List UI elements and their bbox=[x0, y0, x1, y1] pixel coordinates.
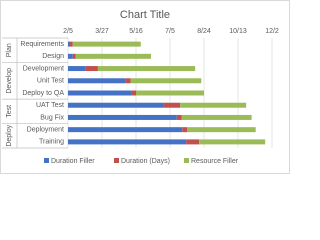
bar-segment bbox=[70, 41, 73, 47]
legend-swatch bbox=[44, 158, 49, 163]
bar-segment bbox=[68, 41, 71, 47]
x-tick-label: 3/27 bbox=[95, 28, 109, 35]
legend-label: Resource Filler bbox=[191, 158, 239, 165]
chart-title: Chart Title bbox=[120, 9, 170, 21]
bar-segment bbox=[187, 127, 256, 133]
bar-segment bbox=[181, 114, 252, 120]
bar-segment bbox=[72, 53, 76, 59]
bar-segment bbox=[68, 139, 187, 145]
bar-segment bbox=[68, 66, 86, 72]
bar-segment bbox=[186, 139, 200, 145]
bar-segment bbox=[180, 102, 247, 108]
bar-segment bbox=[72, 41, 141, 47]
bar-segment bbox=[68, 53, 73, 59]
bar-segment bbox=[199, 139, 266, 145]
bar-segment bbox=[131, 90, 136, 96]
legend-label: Duration (Days) bbox=[121, 158, 170, 165]
x-tick-label: 10/13 bbox=[229, 28, 247, 35]
chart-border bbox=[0, 0, 290, 174]
category-label: Training bbox=[39, 139, 64, 146]
x-tick-label: 5/16 bbox=[129, 28, 143, 35]
category-label: Development bbox=[23, 65, 64, 72]
bar-segment bbox=[68, 78, 126, 84]
bar-segment bbox=[68, 90, 132, 96]
legend-swatch bbox=[184, 158, 189, 163]
x-tick-label: 2/5 bbox=[63, 28, 73, 35]
group-label: Develop bbox=[6, 68, 13, 94]
bar-segment bbox=[68, 102, 164, 108]
bar-segment bbox=[97, 66, 196, 72]
bar-segment bbox=[182, 127, 187, 133]
category-label: Design bbox=[42, 53, 64, 60]
category-label: Bug Fix bbox=[40, 114, 64, 121]
bar-segment bbox=[130, 78, 202, 84]
bar-segment bbox=[85, 66, 98, 72]
group-label: Plan bbox=[6, 43, 13, 57]
group-label: Deploy bbox=[6, 124, 13, 146]
x-tick-label: 8/24 bbox=[197, 28, 211, 35]
legend-swatch bbox=[114, 158, 119, 163]
bar-segment bbox=[125, 78, 131, 84]
x-tick-label: 7/5 bbox=[165, 28, 175, 35]
category-label: UAT Test bbox=[36, 102, 64, 109]
group-label: Test bbox=[6, 105, 13, 118]
bar-segment bbox=[68, 114, 177, 120]
bar-segment bbox=[163, 102, 181, 108]
legend-label: Duration Filler bbox=[51, 158, 95, 165]
bar-segment bbox=[68, 127, 183, 133]
category-label: Unit Test bbox=[37, 78, 64, 85]
chart: Chart Title 2/5 3/27 5/16 7/5 8/24 10/13 12/2 R… bbox=[0, 0, 290, 174]
bar-segment bbox=[176, 114, 182, 120]
category-label: Deployment bbox=[27, 127, 64, 134]
bar-segment bbox=[136, 90, 204, 96]
bar-segment bbox=[75, 53, 151, 59]
x-tick-label: 12/2 bbox=[265, 28, 279, 35]
category-label: Deploy to QA bbox=[22, 90, 64, 97]
category-label: Requirements bbox=[20, 41, 64, 48]
page: Chart Title 2/5 3/27 5/16 7/5 8/24 10/13 12/2 R… bbox=[0, 0, 290, 174]
